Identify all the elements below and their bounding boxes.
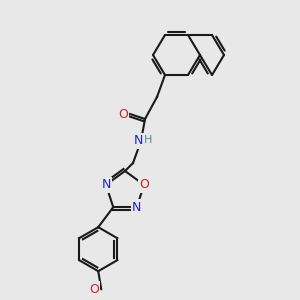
Text: H: H xyxy=(144,135,152,145)
Text: O: O xyxy=(89,283,99,296)
Text: N: N xyxy=(101,178,111,191)
Text: N: N xyxy=(132,201,141,214)
Text: O: O xyxy=(139,178,149,191)
Text: N: N xyxy=(133,134,143,148)
Text: O: O xyxy=(118,107,128,121)
